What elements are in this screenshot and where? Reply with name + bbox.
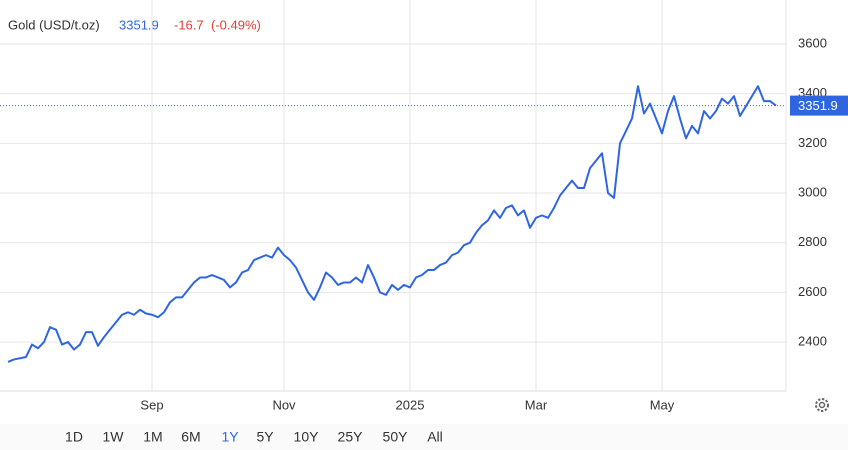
x-tick-label: May	[650, 397, 675, 412]
x-tick-label: Mar	[525, 397, 548, 412]
last-price: 3351.9	[119, 17, 159, 32]
chart-title: Gold (USD/t.oz)	[8, 17, 100, 32]
range-button[interactable]: 1W	[103, 429, 125, 445]
settings-icon[interactable]	[815, 398, 829, 412]
range-button[interactable]: 25Y	[338, 429, 364, 445]
range-button[interactable]: 1Y	[221, 429, 239, 445]
price-change-percent: (-0.49%)	[211, 17, 261, 32]
range-button[interactable]: 1M	[143, 429, 162, 445]
x-tick-label: 2025	[396, 397, 425, 412]
x-tick-label: Sep	[140, 397, 163, 412]
range-button[interactable]: 1D	[65, 429, 83, 445]
y-tick-label: 3200	[798, 135, 827, 150]
last-price-tag-label: 3351.9	[798, 98, 838, 113]
y-tick-label: 2800	[798, 234, 827, 249]
range-button[interactable]: 5Y	[256, 429, 274, 445]
x-tick-label: Nov	[272, 397, 296, 412]
price-change: -16.7	[174, 17, 204, 32]
range-button[interactable]: 10Y	[294, 429, 320, 445]
y-tick-label: 2400	[798, 334, 827, 349]
range-button[interactable]: 6M	[181, 429, 200, 445]
range-bar	[0, 424, 848, 450]
y-tick-label: 3000	[798, 184, 827, 199]
y-tick-label: 3600	[798, 35, 827, 50]
last-price-tag	[790, 95, 848, 116]
price-line	[7, 85, 777, 363]
range-button[interactable]: 50Y	[383, 429, 409, 445]
y-tick-label: 2600	[798, 284, 827, 299]
range-button[interactable]: All	[427, 429, 443, 445]
